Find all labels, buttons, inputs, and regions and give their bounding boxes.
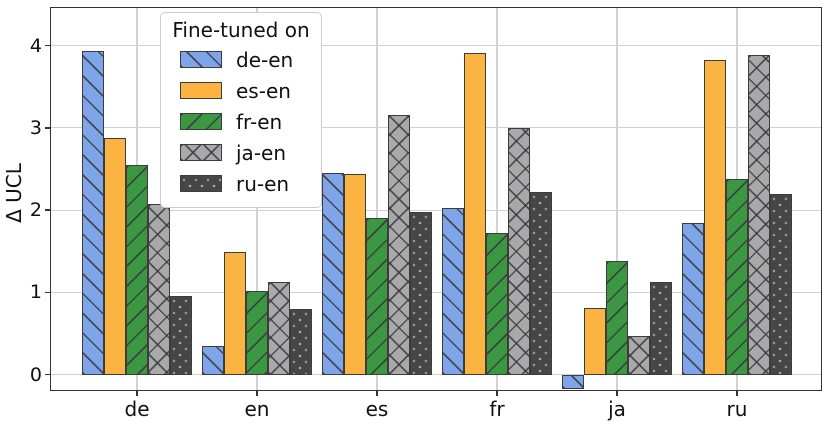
bar-ja-en-de: [148, 204, 170, 375]
y-tick-mark: [45, 373, 50, 376]
bar-es-en-en: [224, 252, 246, 375]
legend-label: de-en: [236, 47, 294, 72]
bar-fr-en-de: [126, 164, 148, 375]
legend-entry-es-en: es-en: [161, 75, 321, 106]
legend-entry-ru-en: ru-en: [161, 168, 321, 199]
x-tick-label: ru: [726, 397, 748, 421]
bar-ja-en-fr: [508, 127, 530, 375]
legend-swatch-ru-en: [180, 175, 222, 192]
bar-fr-en-fr: [486, 233, 508, 375]
bar-es-en-ja: [584, 307, 606, 375]
gridline-horizontal: [50, 127, 822, 129]
y-tick-mark: [45, 127, 50, 129]
gridline-horizontal: [50, 373, 822, 376]
bar-ru-en-de: [170, 296, 192, 375]
legend-title: Fine-tuned on: [172, 18, 310, 42]
bar-fr-en-en: [246, 290, 268, 375]
gridline-horizontal: [50, 291, 822, 293]
x-tick-mark: [376, 391, 378, 396]
bar-es-en-ru: [704, 60, 726, 375]
legend-label: ja-en: [236, 140, 287, 165]
bar-ja-en-es: [388, 114, 410, 375]
bar-ru-en-en: [290, 308, 312, 375]
legend-swatch-de-en: [180, 51, 222, 68]
y-tick-label: 2: [29, 199, 42, 222]
legend-label: es-en: [236, 78, 291, 103]
x-tick-mark: [256, 391, 258, 396]
y-tick-label: 1: [29, 281, 42, 304]
bar-ja-en-ja: [628, 335, 650, 375]
x-tick-mark: [496, 391, 498, 396]
y-tick-label: 4: [29, 34, 42, 57]
bar-fr-en-ru: [726, 178, 748, 375]
bar-de-en-en: [202, 345, 224, 375]
y-tick-mark: [45, 44, 50, 47]
y-tick-mark: [45, 209, 50, 211]
bar-de-en-fr: [442, 207, 464, 375]
bar-es-en-fr: [464, 53, 486, 375]
legend-swatch-fr-en: [180, 113, 222, 130]
bar-fr-en-ja: [606, 261, 628, 375]
legend-label: fr-en: [236, 109, 283, 134]
legend-entry-ja-en: ja-en: [161, 137, 321, 168]
gridline-vertical: [376, 7, 378, 391]
bar-es-en-es: [344, 173, 366, 375]
legend-swatch-ja-en: [180, 144, 222, 161]
bar-de-en-ru: [682, 223, 704, 375]
legend-label: ru-en: [236, 171, 290, 196]
x-tick-label: de: [124, 397, 150, 421]
x-tick-mark: [136, 391, 138, 396]
x-tick-mark: [616, 391, 618, 396]
bar-de-en-ja: [562, 374, 584, 390]
bar-de-en-es: [322, 173, 344, 375]
legend: Fine-tuned on de-en es-en fr-en ja-en ru-en: [160, 12, 322, 208]
bar-ru-en-ja: [650, 282, 672, 375]
legend-swatch-es-en: [180, 82, 222, 99]
legend-entry-fr-en: fr-en: [161, 106, 321, 137]
bar-ru-en-fr: [530, 192, 552, 375]
x-tick-label: es: [365, 397, 389, 421]
y-tick-label: 0: [29, 363, 42, 386]
gridline-vertical: [616, 7, 618, 391]
y-tick-mark: [45, 291, 50, 293]
bar-es-en-de: [104, 137, 126, 375]
bar-fr-en-es: [366, 218, 388, 375]
gridline-horizontal: [50, 45, 822, 47]
x-tick-label: fr: [489, 397, 505, 421]
bar-ru-en-es: [410, 211, 432, 375]
bar-de-en-de: [82, 51, 104, 375]
gridline-vertical: [496, 7, 498, 391]
bar-ru-en-ru: [770, 194, 792, 375]
bar-ja-en-ru: [748, 54, 770, 375]
bar-ja-en-en: [268, 282, 290, 375]
x-tick-mark: [736, 391, 738, 396]
x-tick-label: ja: [608, 397, 626, 421]
x-tick-label: en: [244, 397, 270, 421]
gridline-horizontal: [50, 209, 822, 211]
y-tick-label: 3: [29, 116, 42, 139]
legend-entry-de-en: de-en: [161, 44, 321, 75]
